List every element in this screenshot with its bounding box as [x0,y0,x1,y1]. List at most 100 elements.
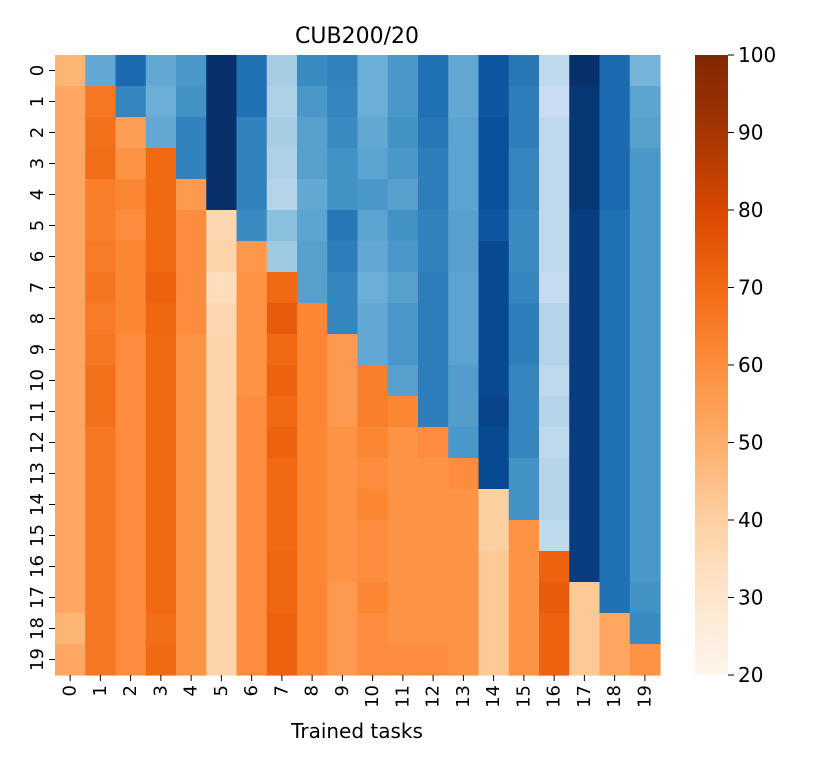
y-tick-label: 7 [27,282,48,293]
heatmap-cell [297,241,328,273]
heatmap-cell [145,55,177,87]
heatmap-cell [418,365,449,397]
heatmap-cell [418,210,449,242]
heatmap-cell [297,365,328,397]
heatmap-cell [115,272,147,304]
heatmap-cell [145,303,177,335]
heatmap-cell [448,334,480,366]
heatmap-cell [357,489,389,521]
heatmap-cell [478,86,510,118]
heatmap-cell [478,334,510,366]
heatmap-cell [418,148,449,180]
heatmap-cell [327,489,359,521]
heatmap-cell [266,365,298,397]
heatmap-cell [85,489,117,521]
heatmap-cell [115,241,147,273]
y-tick-label: 19 [27,648,48,671]
heatmap-cell [327,148,359,180]
heatmap-cell [55,303,86,335]
colorbar-tick-label: 30 [738,586,763,610]
heatmap-cell [266,303,298,335]
heatmap-cell [85,365,117,397]
heatmap-cell [357,210,389,242]
heatmap-cell [448,644,480,676]
heatmap-cell [357,241,389,273]
heatmap-cell [418,179,449,211]
heatmap-cell [599,458,631,490]
heatmap-cell [478,458,510,490]
heatmap-cell [387,303,419,335]
colorbar-tick-label: 90 [738,121,763,145]
heatmap-cell [327,396,359,428]
heatmap-cell [115,86,147,118]
heatmap-cell [448,272,480,304]
heatmap-cell [448,365,480,397]
heatmap-cell [176,582,207,614]
heatmap-cell [85,272,117,304]
heatmap-cell [418,241,449,273]
heatmap-cell [327,458,359,490]
heatmap-cell [206,427,238,459]
heatmap-cell [85,86,117,118]
y-tick-label: 4 [27,189,48,200]
heatmap-cell [297,272,328,304]
heatmap-cell [297,148,328,180]
heatmap-cell [629,334,661,366]
heatmap-cell [508,396,540,428]
heatmap-cell [569,210,601,242]
heatmap-cell [327,272,359,304]
y-tick-label: 8 [27,313,48,324]
heatmap-cell [569,644,601,676]
heatmap-cell [236,241,268,273]
heatmap-cell [539,520,570,552]
x-tick-label: 3 [150,685,171,696]
heatmap-cell [599,179,631,211]
heatmap-cell [266,117,298,149]
heatmap-cell [418,520,449,552]
heatmap-cell [539,86,570,118]
heatmap-cell [448,613,480,645]
heatmap-cell [206,241,238,273]
y-tick-label: 14 [27,493,48,516]
y-tick-label: 9 [27,344,48,355]
heatmap-cell [327,86,359,118]
heatmap-cell [539,582,570,614]
heatmap-cell [266,179,298,211]
heatmap-cell [85,334,117,366]
heatmap-cell [629,272,661,304]
y-tick-label: 18 [27,617,48,640]
heatmap-cell [236,210,268,242]
heatmap-cell [145,117,177,149]
heatmap-cell [508,458,540,490]
heatmap-cell [478,582,510,614]
heatmap-cell [206,55,238,87]
heatmap-cell [297,644,328,676]
heatmap-cell [55,148,86,180]
heatmap-cell [266,86,298,118]
heatmap-cell [478,396,510,428]
heatmap-cell [448,148,480,180]
heatmap-cell [236,613,268,645]
heatmap-cell [327,520,359,552]
heatmap-cell [539,117,570,149]
heatmap-cell [478,303,510,335]
heatmap-cell [357,272,389,304]
heatmap-cell [448,396,480,428]
heatmap-cell [85,396,117,428]
heatmap-cell [55,117,86,149]
heatmap-cell [629,520,661,552]
heatmap-cell [478,148,510,180]
heatmap-cell [145,489,177,521]
y-tick-label: 5 [27,220,48,231]
heatmap-cell [55,396,86,428]
heatmap-cell [418,427,449,459]
heatmap-cell [85,644,117,676]
heatmap-cell [145,86,177,118]
heatmap-cell [508,644,540,676]
heatmap-cell [266,551,298,583]
x-tick-label: 12 [423,685,444,708]
heatmap-cell [357,644,389,676]
heatmap-cell [115,551,147,583]
heatmap-cell [569,551,601,583]
heatmap-cell [297,179,328,211]
